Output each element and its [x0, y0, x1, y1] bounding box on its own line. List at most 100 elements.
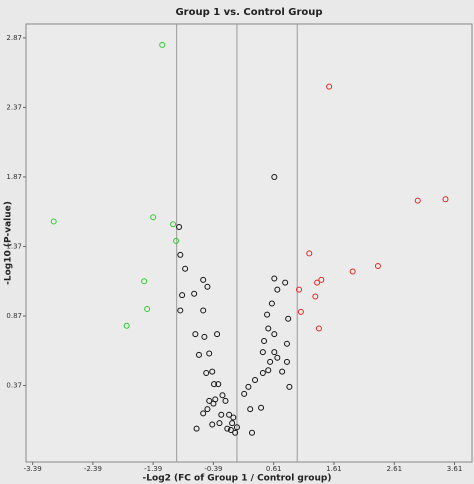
point [215, 381, 222, 388]
point [286, 383, 293, 390]
point [150, 214, 157, 221]
point [204, 406, 211, 413]
x-tick-label: 1.61 [326, 465, 342, 473]
point [285, 315, 292, 322]
point [179, 292, 186, 299]
point [206, 397, 213, 404]
point [229, 420, 236, 427]
x-tick-label: -0.39 [204, 465, 222, 473]
point [222, 397, 229, 404]
point [259, 370, 266, 377]
point [247, 406, 254, 413]
y-tick-label: 1.37 [6, 242, 22, 250]
point [271, 275, 278, 282]
point [306, 250, 313, 257]
point [230, 414, 237, 421]
point [211, 381, 218, 388]
x-tick-label: -2.39 [84, 465, 102, 473]
point [203, 370, 210, 377]
point [267, 358, 274, 365]
x-tick-label: 0.61 [266, 465, 282, 473]
point [224, 425, 231, 432]
point [349, 268, 356, 275]
point [218, 411, 225, 418]
x-tick-label: -1.39 [144, 465, 162, 473]
y-tick-label: 0.87 [6, 312, 22, 320]
point [268, 300, 275, 307]
point [326, 83, 333, 90]
point [200, 307, 207, 314]
point [144, 306, 151, 313]
point [170, 221, 177, 228]
point [200, 410, 207, 417]
point [204, 283, 211, 290]
point [265, 325, 272, 332]
point [241, 390, 248, 397]
y-axis-label: -Log10 (P-value) [4, 201, 14, 285]
point [374, 262, 381, 269]
point [226, 411, 233, 418]
x-tick-label: 3.61 [447, 465, 463, 473]
point [283, 358, 290, 365]
point [271, 349, 278, 356]
point [210, 400, 217, 407]
y-tick-label: 2.87 [6, 34, 22, 42]
point [249, 429, 256, 436]
point [271, 331, 278, 338]
point [264, 311, 271, 318]
point [296, 286, 303, 293]
point [209, 421, 216, 428]
point [141, 278, 148, 285]
point [200, 276, 207, 283]
point [50, 218, 57, 225]
point [318, 276, 325, 283]
point [123, 322, 130, 329]
point [216, 420, 223, 427]
point [414, 197, 421, 204]
point [219, 392, 226, 399]
point [182, 265, 189, 272]
point [252, 376, 259, 383]
point [314, 279, 321, 286]
chart-title: Group 1 vs. Control Group [175, 7, 322, 18]
x-tick-label: 2.61 [386, 465, 402, 473]
point [283, 340, 290, 347]
point [201, 333, 208, 340]
y-tick-label: 0.37 [6, 382, 22, 390]
point [195, 351, 202, 358]
x-axis-label: -Log2 (FC of Group 1 / Control group) [143, 474, 332, 484]
point [176, 224, 183, 231]
point [177, 307, 184, 314]
point [192, 331, 199, 338]
point [227, 427, 234, 434]
point [191, 290, 198, 297]
point [442, 196, 449, 203]
point [159, 41, 166, 48]
point [173, 237, 180, 244]
point [259, 349, 266, 356]
plot-area [25, 23, 473, 463]
point [193, 425, 200, 432]
point [312, 293, 319, 300]
point [282, 279, 289, 286]
point [206, 350, 213, 357]
point [297, 308, 304, 315]
point [274, 286, 281, 293]
point [214, 331, 221, 338]
point [271, 173, 278, 180]
x-tick-label: -3.39 [24, 465, 42, 473]
point [261, 338, 268, 345]
point [279, 368, 286, 375]
point [209, 368, 216, 375]
point [233, 424, 240, 431]
y-tick-label: 1.87 [6, 173, 22, 181]
point [245, 383, 252, 390]
point [232, 429, 239, 436]
y-tick-label: 2.37 [6, 103, 22, 111]
point [258, 404, 265, 411]
point [315, 325, 322, 332]
point [177, 251, 184, 258]
point [274, 354, 281, 361]
point [265, 367, 272, 374]
